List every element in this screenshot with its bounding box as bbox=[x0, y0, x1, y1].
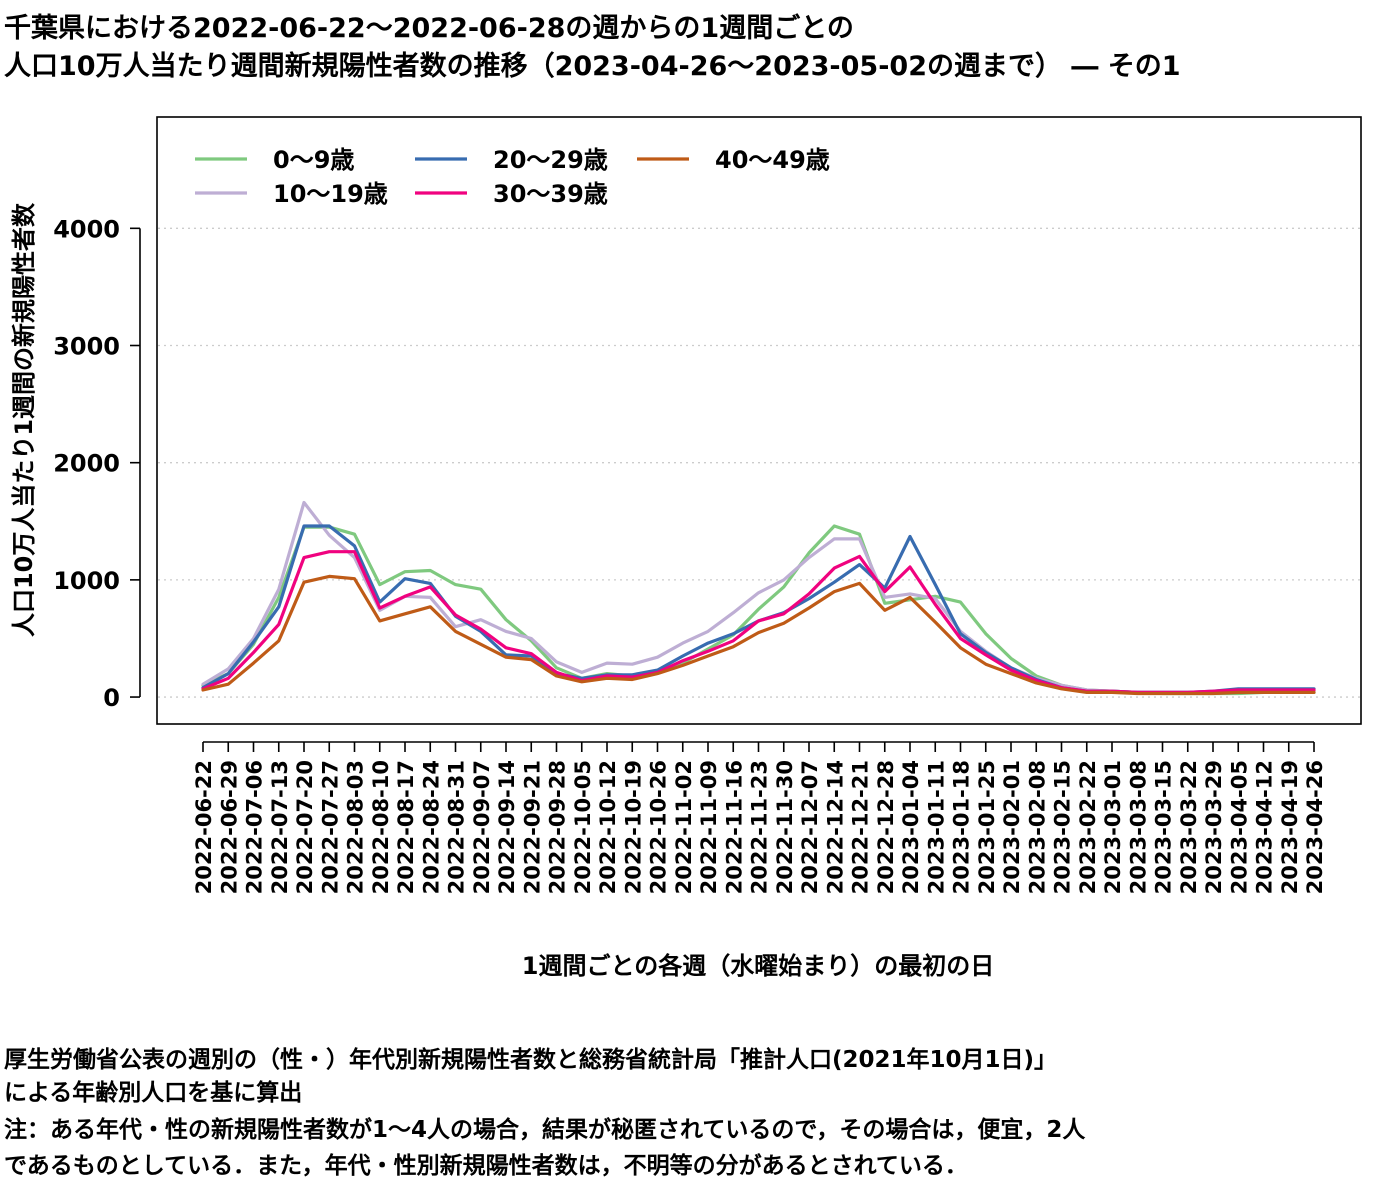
legend-item[interactable]: 0～9歳 bbox=[195, 146, 354, 174]
x-tick-label: 2022-09-07 bbox=[470, 760, 494, 894]
x-tick-label: 2022-11-16 bbox=[722, 760, 746, 894]
x-tick-label: 2022-06-29 bbox=[217, 760, 241, 894]
x-tick-label: 2022-09-21 bbox=[520, 760, 544, 894]
x-tick-label: 2022-08-17 bbox=[394, 760, 418, 894]
x-tick-label: 2023-01-18 bbox=[950, 760, 974, 894]
x-tick-label: 2022-11-30 bbox=[773, 760, 797, 894]
x-tick-label: 2022-12-07 bbox=[798, 760, 822, 894]
x-tick-label: 2022-11-02 bbox=[672, 760, 696, 894]
x-tick-label: 2022-11-23 bbox=[748, 760, 772, 894]
legend-item[interactable]: 20～29歳 bbox=[415, 146, 608, 174]
series-lines bbox=[201, 500, 1316, 696]
series-line bbox=[201, 574, 1316, 696]
chart-title-line1: 千葉県における2022-06-22～2022-06-28の週からの1週間ごとの bbox=[4, 13, 854, 44]
x-tick-label: 2022-09-28 bbox=[546, 760, 570, 894]
chart-title-line2: 人口10万人当たり週間新規陽性者数の推移（2023-04-26～2023-05-… bbox=[4, 51, 1181, 82]
x-tick-label: 2022-09-14 bbox=[495, 760, 519, 894]
x-tick-label: 2023-02-01 bbox=[1000, 760, 1024, 894]
source-note-line2: による年齢別人口を基に算出 bbox=[4, 1080, 303, 1106]
x-tick-label: 2022-07-27 bbox=[318, 760, 342, 894]
y-tick-label: 0 bbox=[103, 684, 120, 712]
x-tick-label: 2023-04-19 bbox=[1278, 760, 1302, 894]
x-tick-label: 2022-10-19 bbox=[621, 760, 645, 894]
x-tick-label: 2022-07-20 bbox=[293, 760, 317, 894]
x-tick-label: 2022-08-03 bbox=[344, 760, 368, 894]
x-tick-label: 2023-01-25 bbox=[975, 760, 999, 894]
caveat-note-line1: 注：ある年代・性の新規陽性者数が1～4人の場合，結果が秘匿されているので，その場… bbox=[4, 1117, 1086, 1143]
x-tick-label: 2023-01-11 bbox=[924, 760, 948, 894]
x-tick-label: 2022-11-09 bbox=[697, 760, 721, 894]
y-tick-label: 2000 bbox=[53, 450, 120, 478]
source-note-line1: 厚生労働省公表の週別の（性・）年代別新規陽性者数と総務省統計局「推計人口(202… bbox=[4, 1047, 1058, 1073]
plot-area bbox=[156, 116, 1362, 725]
y-tick-label: 4000 bbox=[53, 215, 120, 243]
caveat-note-line2: であるものとしている．また，年代・性別新規陽性者数は，不明等の分があるとされてい… bbox=[4, 1153, 968, 1179]
legend-item[interactable]: 30～39歳 bbox=[415, 180, 608, 208]
x-tick-label: 2023-04-05 bbox=[1227, 760, 1251, 894]
x-tick-label: 2023-03-01 bbox=[1101, 760, 1125, 894]
x-tick-label: 2023-03-29 bbox=[1202, 760, 1226, 894]
x-tick-label: 2023-03-08 bbox=[1126, 760, 1150, 894]
legend-item[interactable]: 40～49歳 bbox=[637, 146, 830, 174]
legend-label: 30～39歳 bbox=[493, 180, 608, 208]
x-tick-label: 2022-12-28 bbox=[874, 760, 898, 894]
legend-label: 0～9歳 bbox=[273, 146, 354, 174]
x-tick-label: 2022-06-22 bbox=[192, 760, 216, 894]
x-tick-label: 2023-03-15 bbox=[1152, 760, 1176, 894]
x-tick-label: 2023-02-08 bbox=[1025, 760, 1049, 894]
y-tick-label: 3000 bbox=[53, 333, 120, 361]
series-line bbox=[201, 500, 1316, 695]
x-tick-label: 2022-07-13 bbox=[268, 760, 292, 894]
legend-label: 10～19歳 bbox=[273, 180, 388, 208]
x-tick-label: 2022-08-31 bbox=[445, 760, 469, 894]
x-tick-label: 2023-02-15 bbox=[1051, 760, 1075, 894]
x-tick-label: 2022-12-14 bbox=[823, 760, 847, 894]
x-tick-label: 2022-12-21 bbox=[849, 760, 873, 894]
x-tick-label: 2023-01-04 bbox=[899, 760, 923, 894]
y-tick-label: 1000 bbox=[53, 567, 120, 595]
x-tick-label: 2023-04-26 bbox=[1303, 760, 1327, 894]
series-line bbox=[201, 524, 1316, 696]
x-tick-label: 2022-10-05 bbox=[571, 760, 595, 894]
legend-item[interactable]: 10～19歳 bbox=[195, 180, 388, 208]
legend-label: 40～49歳 bbox=[715, 146, 830, 174]
x-tick-label: 2023-03-22 bbox=[1177, 760, 1201, 894]
grid-lines bbox=[158, 227, 1360, 698]
y-axis-label: 人口10万人当たり1週間の新規陽性者数 bbox=[10, 202, 38, 637]
legend[interactable]: 0～9歳 10～19歳 20～29歳 30～39歳 40～49歳 bbox=[195, 146, 830, 208]
x-axis: 2022-06-22 2022-06-29 2022-07-06 2022-07-13… bbox=[192, 741, 1327, 894]
x-tick-label: 2022-10-26 bbox=[647, 760, 671, 894]
x-tick-label: 2022-10-12 bbox=[596, 760, 620, 894]
y-axis: 0 1000 2000 3000 4000 bbox=[53, 215, 141, 712]
x-tick-label: 2023-04-12 bbox=[1253, 760, 1277, 894]
x-tick-label: 2022-08-24 bbox=[419, 760, 443, 894]
legend-label: 20～29歳 bbox=[493, 146, 608, 174]
x-axis-label: 1週間ごとの各週（水曜始まり）の最初の日 bbox=[522, 952, 994, 980]
x-tick-label: 2023-02-22 bbox=[1076, 760, 1100, 894]
series-line bbox=[201, 550, 1316, 695]
x-tick-label: 2022-08-10 bbox=[369, 760, 393, 894]
x-tick-label: 2022-07-06 bbox=[243, 760, 267, 894]
